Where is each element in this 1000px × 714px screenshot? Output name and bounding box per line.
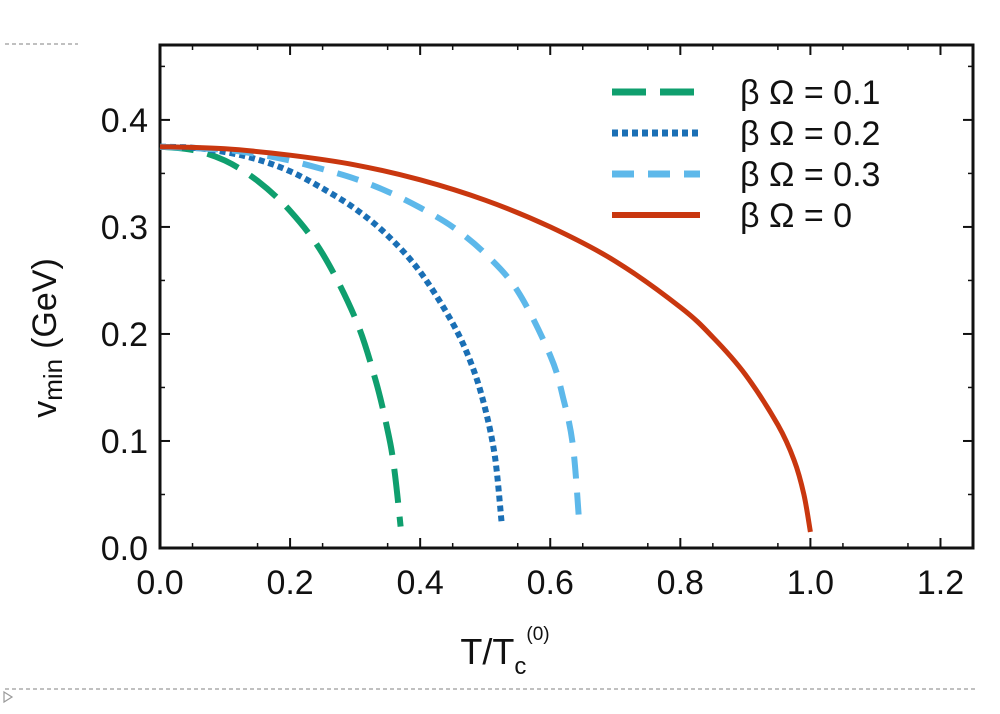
legend-label: β Ω = 0.2 bbox=[740, 115, 880, 153]
x-axis-label-sub: c bbox=[514, 653, 526, 680]
x-tick-label: 0.0 bbox=[136, 564, 183, 602]
plot-area bbox=[158, 43, 975, 550]
y-tick-label: 0.0 bbox=[101, 530, 148, 568]
series-line-4 bbox=[159, 144, 813, 533]
legend: β Ω = 0.1β Ω = 0.2β Ω = 0.3β Ω = 0 bbox=[612, 74, 880, 235]
x-tick-label: 0.6 bbox=[527, 564, 574, 602]
y-axis-label: vmin (GeV) bbox=[26, 258, 68, 418]
plot-frame bbox=[158, 43, 975, 550]
y-axis-label-base: v bbox=[26, 401, 64, 418]
x-tick-label: 0.4 bbox=[397, 564, 444, 602]
axis-ticks: 0.0 0.2 0.4 0.6 0.8 1.0 1.2 0.0 0.1 0.2 0.3 0.4 bbox=[101, 45, 973, 602]
x-tick-label: 0.2 bbox=[266, 564, 313, 602]
x-tick-label: 1.0 bbox=[787, 564, 834, 602]
x-tick-label: 1.2 bbox=[917, 564, 964, 602]
legend-label: β Ω = 0.1 bbox=[740, 74, 880, 112]
y-tick-label: 0.3 bbox=[101, 209, 148, 247]
y-axis-label-unit: (GeV) bbox=[26, 258, 64, 349]
series-line-2 bbox=[159, 143, 505, 522]
y-tick-label: 0.4 bbox=[101, 102, 148, 140]
y-tick-label: 0.1 bbox=[101, 423, 148, 461]
x-axis-label-base: T/T bbox=[460, 631, 514, 672]
y-tick-label: 0.2 bbox=[101, 316, 148, 354]
legend-label: β Ω = 0.3 bbox=[740, 156, 880, 194]
slide-marker-icon bbox=[3, 690, 14, 704]
series-line-1 bbox=[159, 143, 404, 527]
legend-label: β Ω = 0 bbox=[740, 197, 852, 235]
series-lines bbox=[159, 143, 813, 533]
x-axis-label-sup: (0) bbox=[526, 624, 549, 645]
series-line-3 bbox=[159, 143, 583, 527]
y-axis-label-sub: min bbox=[38, 359, 68, 401]
x-tick-label: 0.8 bbox=[657, 564, 704, 602]
x-axis-label: T/Tc(0) bbox=[460, 624, 549, 680]
